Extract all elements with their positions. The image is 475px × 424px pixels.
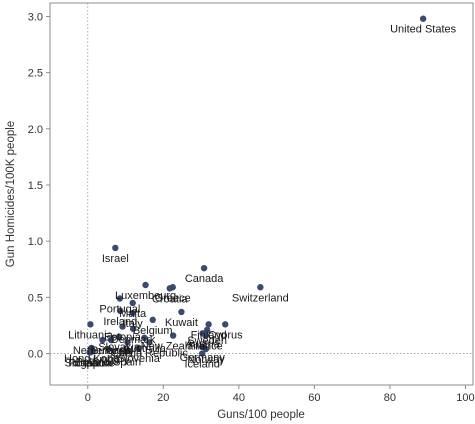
data-point [169, 332, 177, 339]
point-label: Slovenia [118, 353, 161, 365]
data-point [107, 336, 115, 344]
y-tick-label: 2.0 [28, 124, 43, 136]
data-point [222, 321, 229, 328]
data-point [87, 321, 94, 328]
point-label: Israel [102, 253, 129, 265]
y-tick-label: 0.5 [28, 292, 43, 304]
y-tick-label: 2.5 [28, 68, 43, 80]
point-label: Finland [191, 329, 227, 341]
point-label: Czech Republic [111, 347, 189, 359]
data-point [142, 281, 149, 289]
data-point [200, 264, 208, 272]
data-point [129, 299, 136, 307]
data-point [202, 332, 209, 339]
point-label: Austria [185, 338, 220, 350]
data-point [105, 345, 112, 353]
x-tick-label: 80 [384, 392, 396, 404]
point-label: Greece [155, 292, 191, 304]
point-label: Estonia [104, 332, 142, 344]
x-axis: 0 20 40 60 80 100 [85, 385, 475, 404]
data-point [123, 348, 131, 355]
x-tick-label: 40 [233, 392, 245, 404]
data-point [124, 339, 131, 346]
point-label: Spain [113, 356, 141, 368]
data-point [129, 325, 137, 333]
point-label: Latvia [113, 347, 143, 359]
point-label: France [188, 341, 222, 353]
reference-lines [50, 3, 473, 385]
point-label: Ireland [103, 316, 137, 328]
point-label: Australia [123, 343, 167, 355]
data-point [117, 307, 124, 315]
point-label: Luxembourg [115, 290, 176, 302]
point-label: Italy [123, 318, 144, 330]
point-label: Croatia [152, 293, 188, 305]
data-point [203, 326, 211, 334]
point-label: Hungary [88, 354, 130, 366]
data-point [205, 321, 212, 328]
point-label: Japan [75, 357, 105, 369]
y-tick-label: 0.0 [28, 349, 43, 361]
point-label: Poland [76, 356, 110, 368]
x-axis-title: Guns/100 people [217, 409, 305, 421]
point-labels: United States Israel Canada Switzerland Luxe… [64, 24, 457, 371]
point-label: Canada [185, 273, 224, 285]
y-axis: 0.0 0.5 1.0 1.5 2.0 2.5 3.0 [28, 11, 50, 361]
point-label: Lithuania [68, 329, 114, 341]
x-tick-label: 100 [456, 392, 474, 404]
data-point [135, 344, 142, 352]
point-label: Romania [68, 357, 113, 369]
data-point [199, 350, 206, 357]
data-point [99, 336, 106, 344]
data-point [129, 309, 136, 317]
point-label: Iceland [184, 359, 219, 371]
plot-frame [49, 2, 474, 386]
x-tick-label: 0 [85, 392, 91, 404]
point-label: Slovakia [98, 342, 140, 354]
point-label: Singapore [65, 357, 115, 369]
data-point [141, 334, 148, 342]
point-label: Cyprus [208, 329, 243, 341]
data-point [166, 285, 173, 292]
data-point [257, 284, 264, 291]
data-point [119, 323, 126, 330]
point-label: Norway [187, 354, 225, 366]
point-label: Sweden [187, 335, 227, 347]
data-point [149, 316, 156, 324]
point-label: Bulgaria [91, 345, 132, 357]
point-label: New Zealand [141, 341, 206, 353]
point-label: Hong Kong [64, 353, 119, 365]
point-label: Belgium [133, 325, 173, 337]
x-tick-label: 60 [308, 392, 320, 404]
data-point [419, 15, 427, 22]
point-label: Germany [180, 352, 226, 364]
point-label: United States [390, 24, 457, 36]
data-point [202, 345, 210, 353]
data-point [116, 295, 124, 302]
data-points [86, 15, 427, 357]
point-label: Portugal [99, 303, 140, 315]
point-label: Kuwait [165, 317, 198, 329]
point-label: Malta [119, 308, 147, 320]
x-tick-label: 20 [157, 392, 169, 404]
y-tick-label: 1.0 [28, 236, 43, 248]
data-point [178, 308, 185, 316]
data-point [89, 348, 96, 355]
point-label: Netherlands [73, 345, 133, 357]
data-point [112, 244, 119, 252]
point-label: Denmark [111, 334, 156, 346]
y-axis-title: Gun Homicides/100K people [5, 121, 17, 267]
y-tick-label: 3.0 [28, 11, 43, 23]
point-label: Switzerland [232, 292, 289, 304]
data-point [146, 339, 153, 346]
data-point [115, 333, 123, 340]
y-tick-label: 1.5 [28, 180, 43, 192]
